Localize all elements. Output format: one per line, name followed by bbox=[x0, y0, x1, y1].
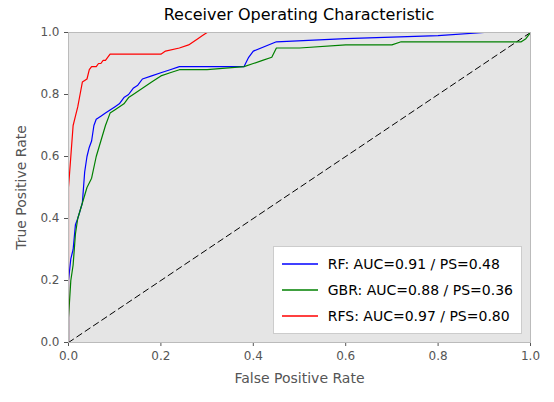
svg-text:1.0: 1.0 bbox=[521, 349, 540, 363]
html-text:RF: AUC=0.91 / PS=0.48: RF: AUC=0.91 / PS=0.48 bbox=[327, 256, 500, 272]
svg-text:0.8: 0.8 bbox=[429, 349, 448, 363]
svg-text:0.8: 0.8 bbox=[40, 87, 59, 101]
svg-text:False Positive Rate: False Positive Rate bbox=[234, 370, 364, 386]
html-text:RFS: AUC=0.97 / PS=0.80: RFS: AUC=0.97 / PS=0.80 bbox=[327, 308, 510, 324]
svg-text:0.2: 0.2 bbox=[151, 349, 170, 363]
svg-text:0.6: 0.6 bbox=[40, 149, 59, 163]
svg-text:0.0: 0.0 bbox=[59, 349, 78, 363]
svg-text:0.0: 0.0 bbox=[40, 335, 59, 349]
svg-text:0.6: 0.6 bbox=[336, 349, 355, 363]
svg-text:0.2: 0.2 bbox=[40, 273, 59, 287]
svg-text:True Positive Rate: True Positive Rate bbox=[13, 125, 29, 251]
html-text:GBR: AUC=0.88 / PS=0.36: GBR: AUC=0.88 / PS=0.36 bbox=[327, 282, 513, 298]
html-text:Receiver Operating Characteris: Receiver Operating Characteristic bbox=[163, 5, 435, 24]
svg-text:1.0: 1.0 bbox=[40, 25, 59, 39]
svg-text:0.4: 0.4 bbox=[244, 349, 263, 363]
svg-text:0.4: 0.4 bbox=[40, 211, 59, 225]
